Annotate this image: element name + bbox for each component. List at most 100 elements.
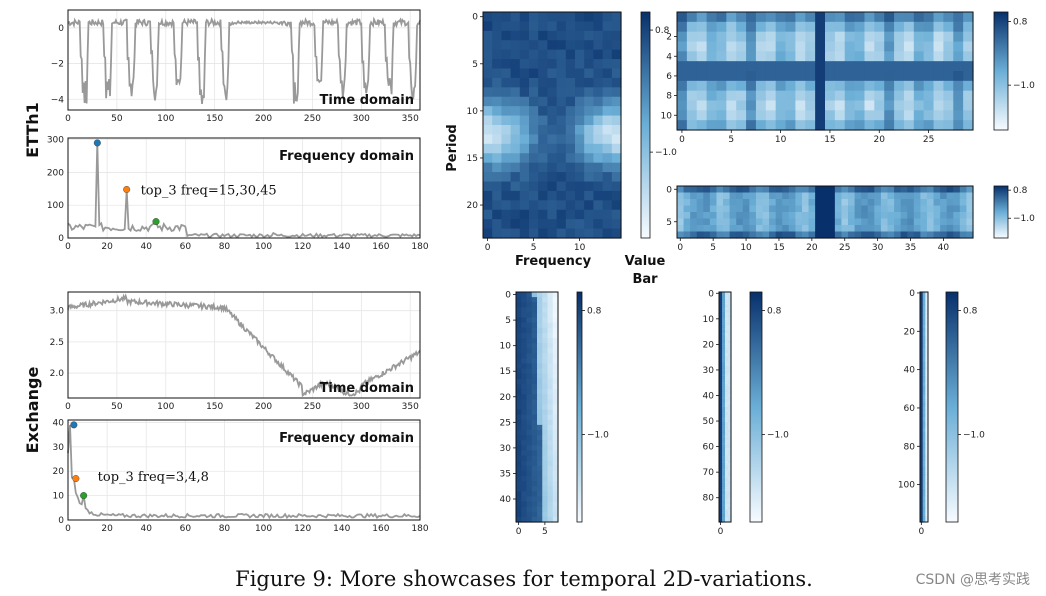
y-tick-label: 15 bbox=[500, 367, 511, 377]
heatmap-cell bbox=[501, 190, 512, 201]
heatmap-cell bbox=[552, 481, 559, 487]
heatmap-cell bbox=[922, 407, 926, 410]
heatmap-cell bbox=[925, 380, 929, 383]
heatmap-cell bbox=[788, 186, 796, 194]
heatmap-cell bbox=[526, 419, 533, 426]
heatmap-cell bbox=[716, 31, 727, 43]
top-2-peak-marker bbox=[123, 185, 131, 193]
heatmap-cell bbox=[722, 378, 726, 383]
heatmap-cell bbox=[805, 110, 816, 121]
heatmap-cell bbox=[922, 320, 926, 324]
colorbar-tick-label: 0.8 bbox=[1013, 17, 1028, 27]
heatmap-cell bbox=[959, 186, 968, 194]
heatmap-cell bbox=[547, 228, 558, 239]
heatmap-cell bbox=[542, 373, 549, 380]
x-tick-label: 150 bbox=[206, 402, 223, 412]
heatmap-cell bbox=[925, 422, 929, 425]
heatmap-cell bbox=[920, 313, 924, 316]
heatmap-cell bbox=[728, 294, 732, 298]
heatmap-cell bbox=[547, 496, 554, 503]
heatmap-cell bbox=[552, 440, 559, 446]
y-tick-label: 0 bbox=[58, 516, 64, 526]
heatmap-cell bbox=[725, 322, 729, 326]
heatmap-cell bbox=[854, 212, 862, 220]
heatmap-cell bbox=[874, 71, 885, 82]
heatmap-cell bbox=[538, 77, 548, 88]
heatmap-cell bbox=[686, 61, 698, 72]
heatmap-cell bbox=[719, 343, 723, 347]
heatmap-cell bbox=[834, 199, 843, 207]
heatmap-cell bbox=[755, 218, 764, 226]
heatmap-cell bbox=[584, 134, 594, 145]
heatmap-cell bbox=[922, 384, 926, 387]
heatmap-cell bbox=[963, 31, 974, 43]
heatmap-cell bbox=[492, 21, 502, 32]
heatmap-cell bbox=[828, 218, 836, 226]
heatmap-cell bbox=[547, 317, 554, 324]
x-tick-label: 30 bbox=[872, 243, 884, 253]
heatmap-cell bbox=[925, 385, 929, 389]
heatmap-cell bbox=[940, 186, 948, 194]
heatmap-cell bbox=[922, 456, 926, 460]
heatmap-cell bbox=[933, 71, 944, 82]
heatmap-cell bbox=[602, 200, 613, 211]
heatmap-cell bbox=[722, 483, 726, 487]
heatmap-cell bbox=[501, 172, 512, 183]
heatmap-cell bbox=[922, 499, 926, 502]
heatmap-cell bbox=[521, 327, 528, 334]
heatmap-cell bbox=[925, 516, 929, 519]
heatmap-cell bbox=[864, 61, 875, 72]
y-tick-label: 2 bbox=[666, 33, 672, 43]
heatmap-cell bbox=[547, 106, 558, 117]
x-tick-label: 300 bbox=[353, 402, 370, 412]
heatmap-cell bbox=[547, 363, 554, 370]
heatmap-cell bbox=[529, 134, 539, 145]
heatmap-cell bbox=[552, 486, 559, 492]
heatmap-cell bbox=[728, 304, 732, 308]
heatmap-cell bbox=[920, 301, 924, 305]
heatmap-cell bbox=[719, 353, 723, 357]
heatmap-cell bbox=[542, 363, 549, 370]
heatmap-cell bbox=[722, 368, 726, 372]
heatmap-cell bbox=[785, 90, 796, 102]
heatmap-cell bbox=[922, 445, 926, 448]
heatmap-cell bbox=[538, 228, 548, 239]
top-3-peak-marker bbox=[152, 218, 160, 226]
heatmap-cell bbox=[920, 225, 928, 233]
heatmap-cell bbox=[920, 462, 924, 466]
heatmap-cell bbox=[516, 409, 522, 416]
heatmap-cell bbox=[725, 373, 729, 377]
x-tick-label: 120 bbox=[294, 524, 311, 534]
heatmap-cell bbox=[854, 61, 866, 72]
x-tick-label: 300 bbox=[353, 114, 370, 124]
heatmap-cell bbox=[510, 21, 521, 32]
heatmap-cell bbox=[894, 110, 905, 121]
heatmap-cell bbox=[531, 317, 538, 324]
heatmap-cell bbox=[696, 199, 704, 207]
heatmap-cell bbox=[922, 309, 926, 312]
heatmap-cell bbox=[725, 292, 729, 296]
heatmap-cell bbox=[537, 368, 543, 375]
heatmap-cell bbox=[483, 49, 493, 60]
heatmap-cell bbox=[725, 309, 729, 314]
heatmap-cell bbox=[575, 153, 585, 164]
heatmap-cell bbox=[529, 143, 539, 154]
y-tick-label: 30 bbox=[500, 444, 512, 454]
x-tick-label: 5 bbox=[710, 243, 716, 253]
heatmap-cell bbox=[728, 297, 732, 301]
heatmap-cell bbox=[725, 491, 729, 495]
heatmap-cell bbox=[526, 470, 533, 477]
heatmap-cell bbox=[922, 518, 926, 521]
heatmap-cell bbox=[690, 218, 698, 226]
heatmap-cell bbox=[922, 351, 926, 354]
heatmap-cell bbox=[516, 292, 522, 298]
heatmap-cell bbox=[719, 317, 723, 321]
heatmap-cell bbox=[913, 41, 925, 52]
heatmap-cell bbox=[538, 134, 548, 145]
top-1-peak-marker bbox=[93, 139, 101, 147]
heatmap-cell bbox=[725, 371, 729, 375]
y-tick-label: 80 bbox=[703, 494, 715, 504]
heatmap-cell bbox=[519, 143, 530, 154]
heatmap-cell bbox=[723, 231, 731, 239]
heatmap-cell bbox=[725, 335, 729, 339]
